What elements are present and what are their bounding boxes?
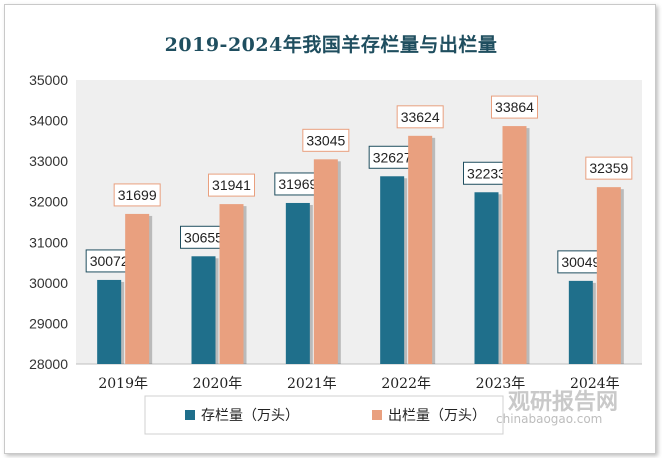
data-label: 33864 xyxy=(495,99,534,115)
legend-box xyxy=(144,395,504,435)
data-label-box xyxy=(208,173,255,197)
data-label-box xyxy=(491,95,538,119)
data-label: 31969 xyxy=(278,176,317,192)
watermark-logo: 观研报告网 xyxy=(508,390,619,415)
data-label: 30049 xyxy=(561,254,600,270)
data-label-box xyxy=(113,183,161,207)
legend-swatch xyxy=(372,410,382,420)
x-tick-label: 2023年 xyxy=(476,376,526,392)
x-tick-label: 2024年 xyxy=(570,376,620,392)
plot-background xyxy=(76,80,642,364)
bar-slaughter xyxy=(408,135,433,364)
y-tick-label: 30000 xyxy=(29,275,68,291)
x-tick-label: 2019年 xyxy=(98,376,148,392)
legend-label: 出栏量（万头） xyxy=(388,408,486,424)
data-label: 30072 xyxy=(90,253,129,269)
data-label: 32359 xyxy=(589,160,628,176)
data-label: 31699 xyxy=(118,187,157,203)
y-tick-label: 34000 xyxy=(29,113,68,129)
x-tick-label: 2022年 xyxy=(381,376,431,392)
x-tick-label: 2020年 xyxy=(193,376,243,392)
data-label: 30655 xyxy=(184,229,223,245)
bar-slaughter xyxy=(219,204,244,364)
y-tick-label: 35000 xyxy=(29,72,68,88)
data-label-box xyxy=(302,128,350,152)
data-label-box xyxy=(585,156,633,180)
bar-stock xyxy=(191,256,216,364)
watermark-url: chinabaogao.com xyxy=(496,412,603,426)
legend-swatch xyxy=(185,410,195,420)
bar-stock xyxy=(380,176,405,364)
chart-title: 2019-2024年我国羊存栏量与出栏量 xyxy=(164,34,498,56)
data-label: 31941 xyxy=(212,177,251,193)
bar-stock xyxy=(568,280,593,364)
legend-label: 存栏量（万头） xyxy=(201,408,299,424)
y-tick-label: 33000 xyxy=(29,153,68,169)
y-tick-label: 32000 xyxy=(29,194,68,210)
bar-stock xyxy=(285,202,310,364)
y-tick-label: 29000 xyxy=(29,315,68,331)
bar-slaughter xyxy=(125,213,150,364)
bar-slaughter xyxy=(313,159,338,364)
data-label: 33045 xyxy=(306,132,345,148)
data-label: 32627 xyxy=(373,149,412,165)
data-label: 33624 xyxy=(401,109,440,125)
x-tick-label: 2021年 xyxy=(287,376,337,392)
bar-stock xyxy=(97,279,122,364)
data-label-box xyxy=(396,105,444,129)
bar-slaughter xyxy=(502,126,527,364)
bar-slaughter xyxy=(596,187,621,364)
y-tick-label: 31000 xyxy=(29,234,68,250)
bar-stock xyxy=(474,192,499,364)
y-tick-label: 28000 xyxy=(29,356,68,372)
data-label: 32233 xyxy=(467,165,506,181)
